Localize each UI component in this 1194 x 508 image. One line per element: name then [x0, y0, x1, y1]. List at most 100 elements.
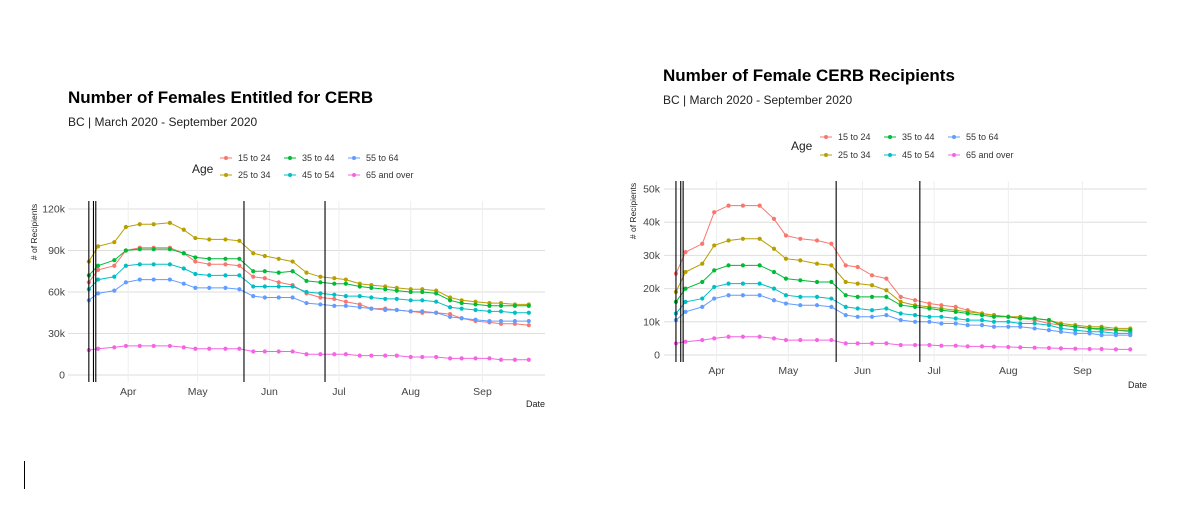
- data-point: [991, 324, 997, 329]
- series-line-35-to-44: [88, 248, 529, 307]
- data-point: [1058, 329, 1064, 334]
- series-line-65-and-over: [675, 336, 1131, 350]
- series-line-25-to-34: [88, 222, 529, 305]
- x-tick-label: Sep: [473, 386, 492, 398]
- data-point: [343, 303, 348, 308]
- x-axis-label: Date: [526, 399, 545, 409]
- data-point: [369, 285, 374, 290]
- data-point: [408, 289, 413, 295]
- chart-left: Number of Females Entitled for CERB BC |…: [29, 88, 545, 409]
- data-point: [304, 300, 309, 306]
- data-point: [383, 307, 388, 313]
- data-point: [394, 307, 399, 313]
- data-point: [979, 313, 985, 318]
- data-point: [420, 289, 425, 295]
- legend-label: 65 and over: [366, 170, 414, 180]
- data-point: [290, 269, 295, 274]
- data-point: [843, 263, 848, 268]
- legend-label: 65 and over: [966, 150, 1014, 160]
- data-point: [783, 293, 789, 298]
- chart-subtitle: BC | March 2020 - September 2020: [663, 93, 853, 107]
- data-point: [332, 281, 337, 286]
- data-point: [357, 305, 362, 310]
- data-point: [912, 342, 918, 348]
- legend-key-point: [224, 156, 228, 160]
- data-point: [1006, 319, 1011, 324]
- data-point: [798, 236, 803, 241]
- data-point: [237, 273, 242, 278]
- y-tick-label: 0: [59, 370, 65, 382]
- x-tick-label: Aug: [999, 365, 1018, 377]
- legend-key-point: [288, 173, 292, 177]
- x-tick-label: Aug: [401, 386, 420, 398]
- y-tick-label: 60k: [48, 287, 66, 299]
- data-point: [798, 258, 803, 263]
- legend-title: Age: [791, 139, 813, 153]
- data-point: [343, 281, 348, 286]
- data-point: [207, 273, 212, 278]
- data-point: [193, 271, 198, 277]
- data-point: [991, 319, 997, 324]
- legend-key-point: [952, 153, 956, 157]
- data-point: [1006, 324, 1011, 329]
- data-point: [869, 273, 875, 278]
- data-point: [1032, 326, 1037, 331]
- data-point: [953, 343, 958, 348]
- data-point: [181, 281, 186, 286]
- data-point: [420, 298, 425, 303]
- data-point: [408, 298, 413, 303]
- data-point: [193, 255, 198, 260]
- data-point: [304, 270, 309, 275]
- data-point: [912, 313, 918, 318]
- data-point: [1087, 331, 1092, 336]
- data-point: [1046, 345, 1052, 351]
- data-point: [712, 210, 717, 215]
- series-line-55-to-64: [88, 279, 529, 322]
- data-point: [473, 356, 478, 361]
- data-point: [771, 286, 777, 291]
- legend-key-point: [888, 135, 892, 139]
- legend-label: 15 to 24: [838, 132, 871, 142]
- y-tick-label: 20k: [643, 283, 661, 295]
- data-point: [290, 284, 295, 289]
- data-point: [726, 238, 731, 243]
- data-point: [137, 343, 142, 349]
- data-point: [237, 238, 242, 243]
- data-point: [420, 309, 425, 314]
- data-point: [408, 309, 413, 314]
- data-point: [798, 294, 803, 299]
- legend-entries: 15 to 24 25 to 34 35 to 44 45 to 54 55 to 64…: [820, 132, 1014, 160]
- legend-key-point: [824, 135, 828, 139]
- data-point: [1018, 345, 1023, 350]
- data-point: [712, 268, 717, 273]
- legend: Age 15 to 24 25 to 34 35 to 44 45 to 54 55 t…: [791, 132, 1014, 160]
- data-point: [757, 263, 762, 268]
- data-point: [123, 343, 128, 349]
- data-point: [953, 309, 958, 314]
- data-point: [151, 343, 156, 349]
- y-tick-label: 30k: [48, 328, 66, 340]
- data-point: [112, 263, 117, 268]
- data-point: [459, 356, 464, 361]
- data-point: [939, 321, 944, 326]
- data-point: [207, 256, 212, 261]
- data-point: [1046, 318, 1052, 323]
- data-point: [262, 269, 267, 274]
- data-point: [798, 337, 803, 343]
- data-point: [262, 253, 267, 259]
- series-line-45-to-54: [88, 263, 529, 314]
- data-point: [369, 306, 374, 311]
- data-point: [953, 316, 958, 321]
- data-point: [726, 203, 731, 208]
- data-point: [447, 314, 453, 319]
- data-point: [193, 285, 198, 290]
- data-point: [123, 280, 128, 285]
- data-point: [927, 314, 932, 319]
- legend-label: 15 to 24: [238, 153, 271, 163]
- data-point: [1058, 323, 1064, 328]
- data-point: [223, 256, 228, 261]
- data-point: [1087, 326, 1092, 331]
- data-point: [447, 356, 453, 361]
- plot-area: 0 30k 60k 90k 120k Apr May Jun Jul Aug Sep: [42, 201, 545, 398]
- data-point: [137, 247, 142, 252]
